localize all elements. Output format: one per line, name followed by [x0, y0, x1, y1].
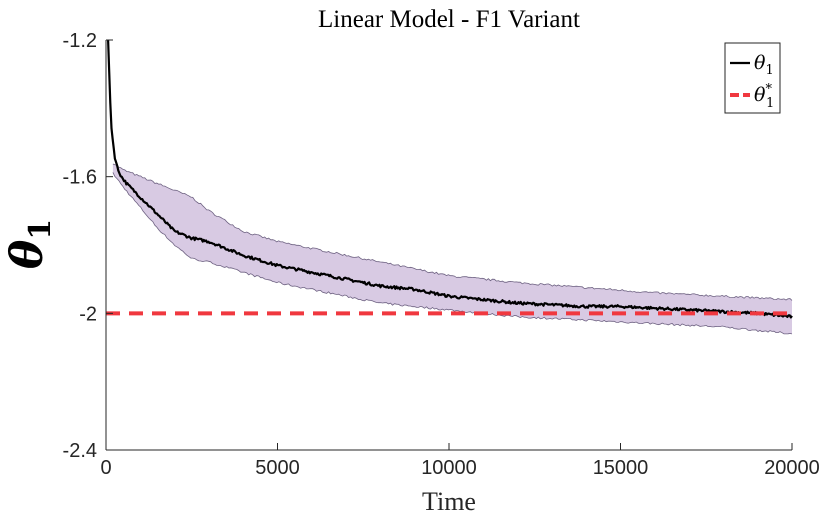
x-axis-label: Time — [422, 487, 476, 516]
confidence-band-layer — [112, 163, 793, 335]
legend-label: θ1 — [754, 52, 774, 78]
x-tick-label: 5000 — [255, 457, 300, 479]
confidence-band — [112, 164, 792, 334]
legend-label-subscript: 1 — [766, 96, 774, 111]
y-axis-label-subscript: 1 — [23, 219, 58, 240]
legend-label-subscript: 1 — [765, 63, 773, 78]
y-axis-label: θ1 — [2, 219, 58, 269]
series-theta1-line — [107, 39, 793, 319]
y-axis-label-symbol: θ — [2, 239, 53, 269]
x-axis-ticks: 0 5000 10000 15000 20000 — [100, 443, 820, 479]
y-tick-label: -2.4 — [63, 440, 97, 462]
chart-title: Linear Model - F1 Variant — [318, 6, 580, 33]
confidence-band-upper-edge — [112, 163, 793, 301]
y-tick-label: -1.2 — [63, 30, 97, 52]
x-tick-label: 0 — [100, 457, 111, 479]
y-tick-label: -2 — [79, 303, 97, 325]
legend-box — [724, 42, 781, 114]
legend-label-symbol: θ — [754, 52, 766, 74]
x-tick-label: 20000 — [764, 457, 820, 479]
x-tick-label: 10000 — [421, 457, 477, 479]
legend-label-symbol: θ — [754, 84, 766, 106]
series-layer — [106, 39, 793, 319]
legend-label: θ* 1 — [754, 82, 774, 111]
confidence-band-lower-edge — [112, 172, 793, 335]
legend: θ1θ* 1 — [724, 42, 781, 114]
y-tick-label: -1.6 — [63, 167, 97, 189]
legend-label-superscript: * — [765, 82, 772, 97]
y-axis-ticks: -1.2 -1.6 -2 -2.4 — [63, 30, 113, 462]
x-tick-label: 15000 — [593, 457, 649, 479]
